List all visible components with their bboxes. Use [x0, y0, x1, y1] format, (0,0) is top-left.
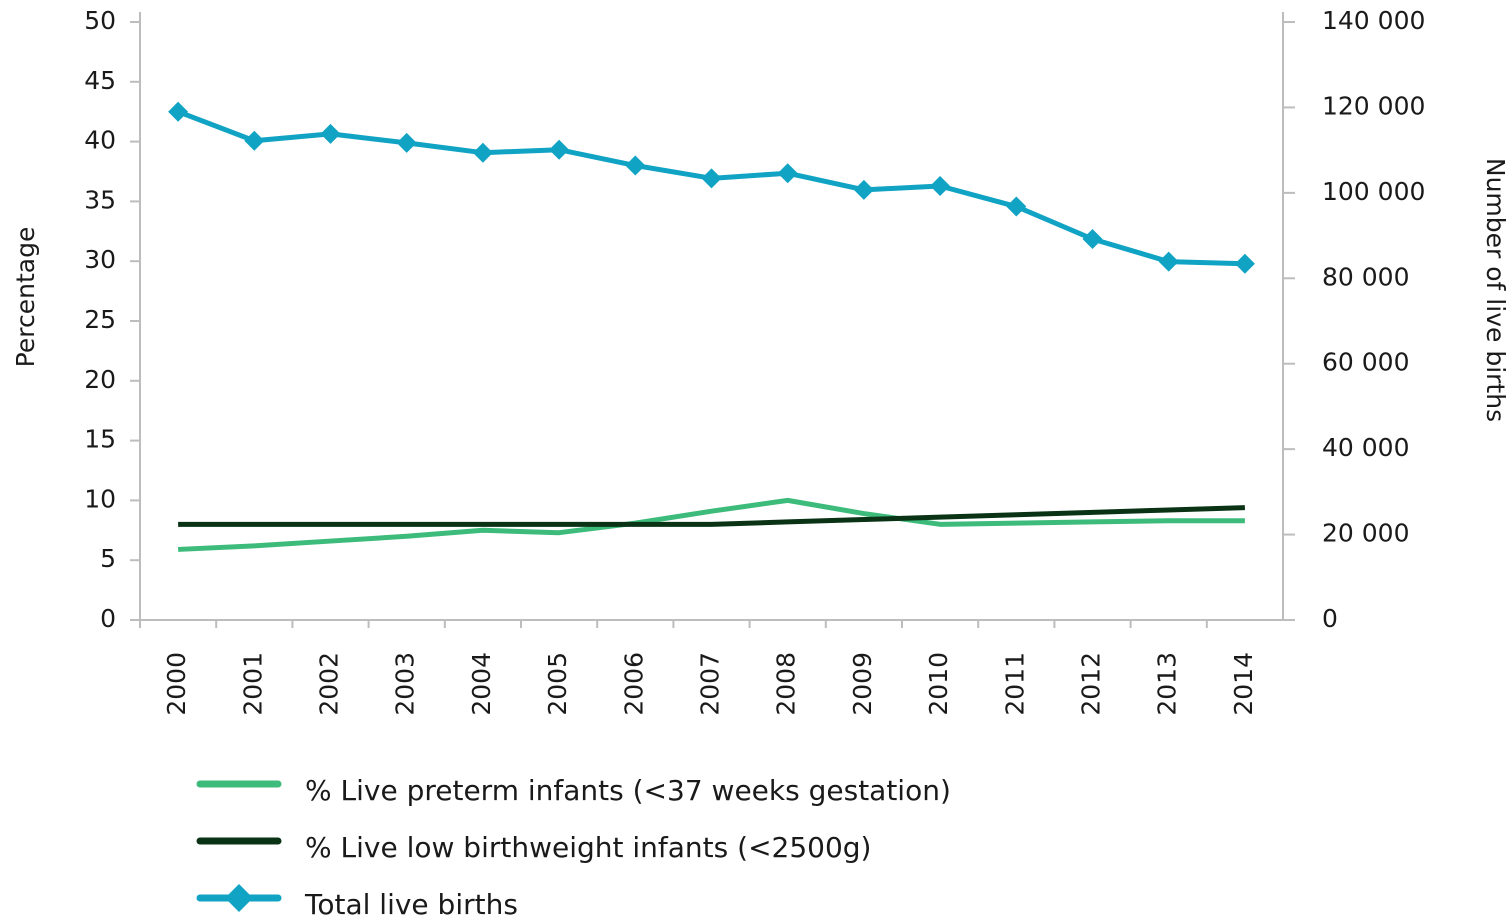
y-axis-title: Percentage: [11, 227, 40, 368]
y2-tick-label: 20 000: [1322, 519, 1409, 548]
y-tick-label: 50: [84, 6, 116, 35]
y2-tick-label: 140 000: [1322, 6, 1425, 35]
legend-marker: [225, 884, 253, 912]
marker: [701, 168, 722, 189]
x-tick-label: 2007: [696, 652, 725, 716]
y-tick-label: 40: [84, 126, 116, 155]
legend-label: % Live low birthweight infants (<2500g): [305, 831, 871, 864]
marker: [777, 163, 798, 184]
y2-tick-label: 60 000: [1322, 348, 1409, 377]
y2-tick-label: 120 000: [1322, 91, 1425, 120]
marker: [549, 139, 570, 160]
x-tick-label: 2010: [924, 652, 953, 716]
marker: [320, 123, 341, 144]
y-tick-label: 10: [84, 484, 116, 513]
x-tick-label: 2004: [467, 652, 496, 716]
y2-axis-title: Number of live births: [1481, 158, 1510, 422]
x-tick-label: 2001: [238, 652, 267, 716]
y2-tick-label: 0: [1322, 604, 1338, 633]
x-tick-label: 2009: [848, 652, 877, 716]
y-tick-label: 5: [100, 544, 116, 573]
x-tick-label: 2005: [543, 652, 572, 716]
y-tick-label: 15: [84, 425, 116, 454]
x-tick-label: 2014: [1229, 652, 1258, 716]
marker: [1082, 228, 1103, 249]
y-tick-label: 0: [100, 604, 116, 633]
y-tick-label: 20: [84, 365, 116, 394]
marker: [930, 176, 951, 197]
legend-label: Total live births: [304, 888, 518, 920]
x-tick-label: 2011: [1000, 652, 1029, 716]
marker: [472, 142, 493, 163]
y-tick-label: 30: [84, 245, 116, 274]
y-tick-label: 35: [84, 185, 116, 214]
marker: [396, 132, 417, 153]
x-tick-label: 2008: [772, 652, 801, 716]
x-tick-label: 2003: [391, 652, 420, 716]
marker: [1006, 196, 1027, 217]
series-line: [178, 505, 1245, 527]
legend-label: % Live preterm infants (<37 weeks gestat…: [305, 774, 951, 807]
x-tick-label: 2002: [315, 652, 344, 716]
y2-tick-label: 100 000: [1322, 177, 1425, 206]
series-line: [177, 497, 1245, 552]
x-tick-label: 2000: [162, 652, 191, 716]
marker: [1158, 251, 1179, 272]
x-tick-label: 2013: [1153, 652, 1182, 716]
marker: [853, 179, 874, 200]
marker: [244, 130, 265, 151]
y-tick-label: 45: [84, 66, 116, 95]
marker: [625, 155, 646, 176]
y2-tick-label: 80 000: [1322, 262, 1409, 291]
y2-tick-label: 40 000: [1322, 433, 1409, 462]
x-tick-label: 2012: [1077, 652, 1106, 716]
marker: [168, 101, 189, 122]
y-tick-label: 25: [84, 305, 116, 334]
marker: [1234, 253, 1255, 274]
x-tick-label: 2006: [619, 652, 648, 716]
